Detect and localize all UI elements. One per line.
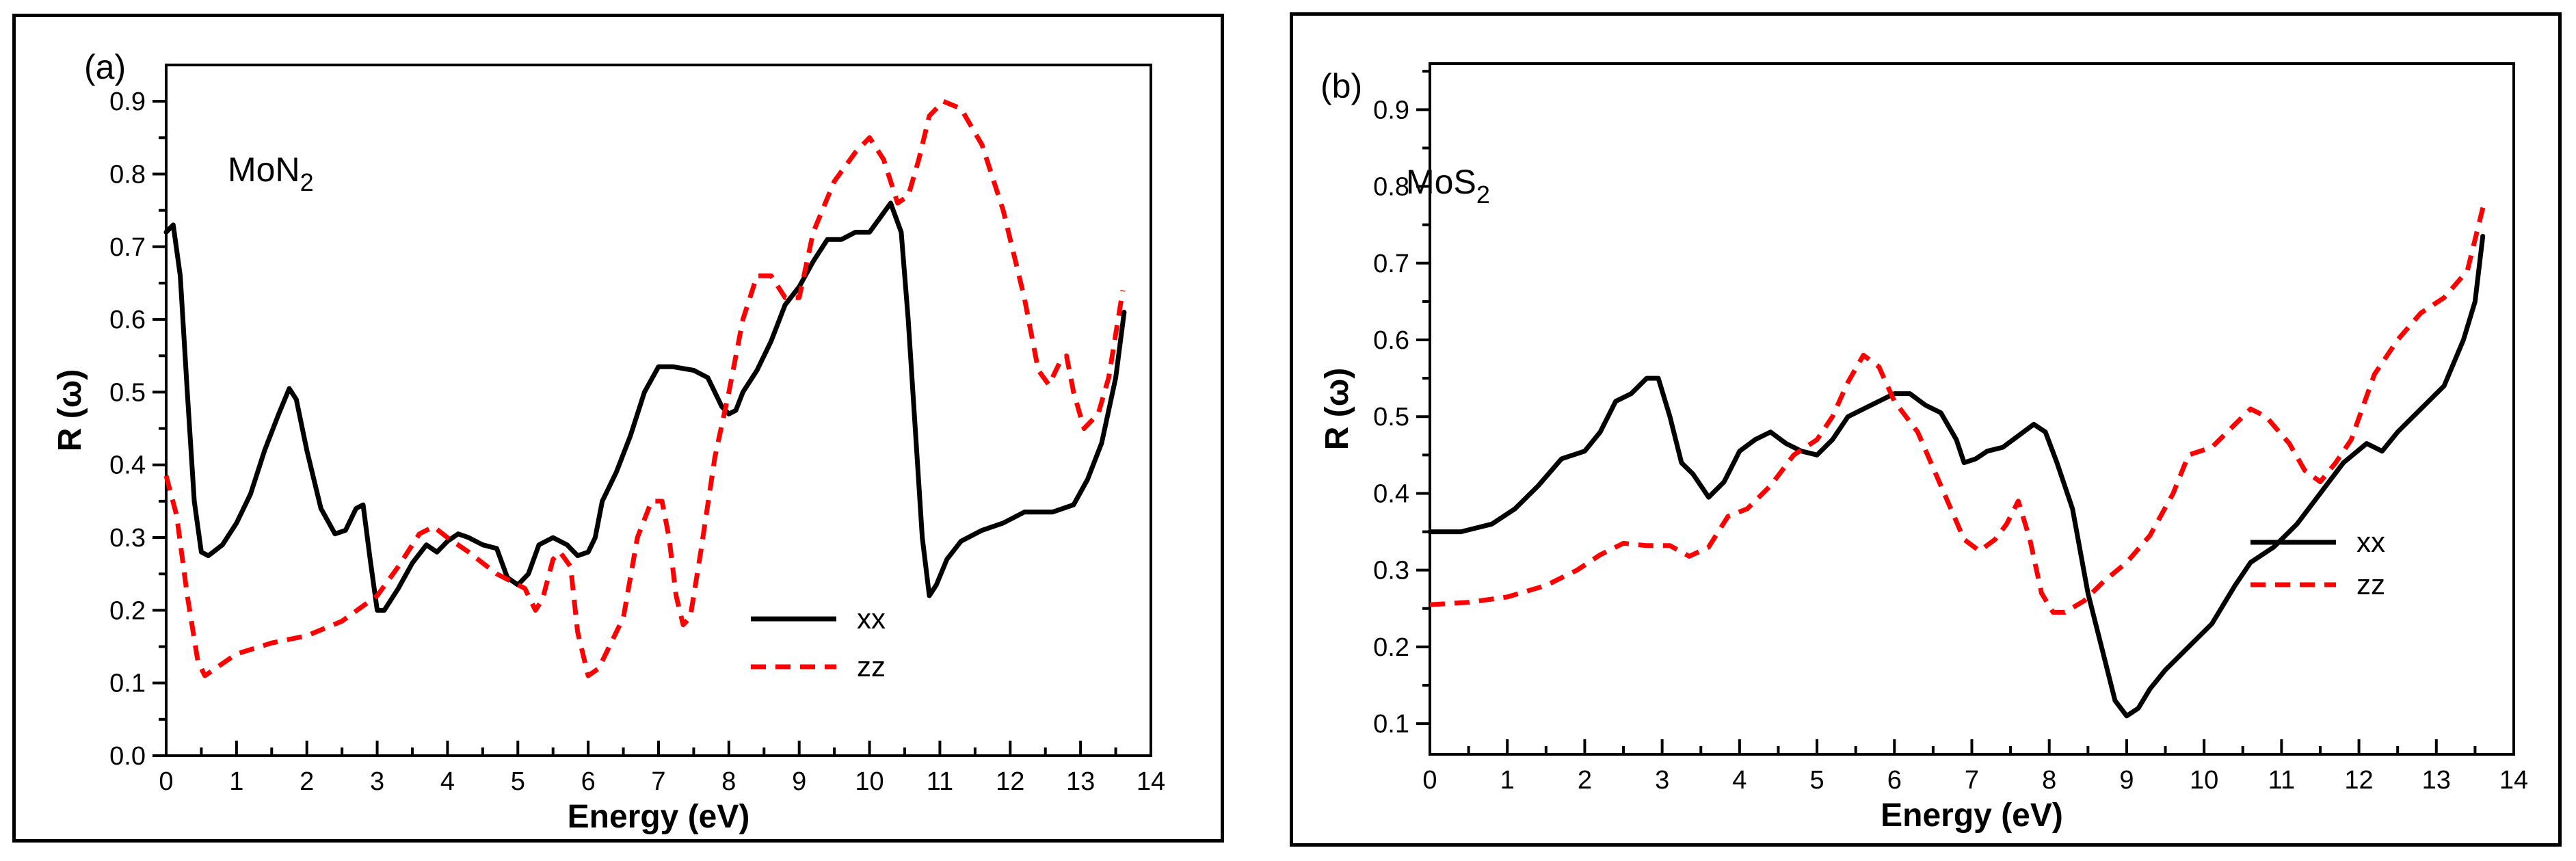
chart-a-svg: 0 1 2 3 4 5 6 7 8 9 10 11 12 13 140.00.10.20.30.40.50.… (52, 48, 1165, 835)
legend-label-xx: xx (2356, 526, 2385, 558)
x-tick-label: 13 (2422, 766, 2451, 795)
x-tick-label: 11 (2268, 766, 2295, 795)
y-axis-title: R (ω) (52, 369, 88, 452)
x-tick-label: 5 (1810, 766, 1824, 795)
compound-label: MoN2 (228, 150, 314, 196)
x-tick-label: 6 (581, 767, 596, 796)
compound-label: MoS2 (1406, 163, 1490, 209)
plot-frame (1429, 62, 2515, 756)
x-tick-label: 4 (1732, 766, 1747, 795)
y-tick-label: 0.6 (109, 306, 146, 334)
x-tick-label: 12 (996, 767, 1024, 796)
y-tick-label: 0.4 (1373, 479, 1409, 508)
chart-panel-b: 0 1 2 3 4 5 6 7 8 9 10 11 12 13 14 0.1 0.2 0.3 0.4 0.5 0.6 0.… (1290, 12, 2562, 847)
y-tick-label: 0.5 (109, 378, 146, 407)
x-axis-title: Energy (eV) (568, 799, 750, 835)
y-axis-title: R (ω) (1319, 368, 1355, 451)
legend-label-xx: xx (857, 602, 886, 635)
y-tick-label: 0.7 (109, 233, 146, 262)
x-tick-label: 0 (159, 767, 173, 796)
compound-base: MoN (228, 150, 300, 189)
y-tick-label: 0.3 (1373, 557, 1409, 585)
panel-label: (a) (84, 48, 126, 86)
x-tick-label: 8 (2042, 766, 2056, 795)
x-tick-label: 6 (1887, 766, 1902, 795)
x-tick-label: 12 (2344, 766, 2373, 795)
x-tick-label: 10 (2190, 766, 2218, 795)
y-tick-label: 0.3 (109, 524, 146, 553)
chart-panel-a: 0 1 2 3 4 5 6 7 8 9 10 11 12 13 14 0.0 0.1 0.2 0.3 0.4 0.5 0.… (12, 14, 1224, 843)
x-tick-label: 10 (855, 767, 884, 796)
x-tick-label: 1 (229, 767, 243, 796)
y-tick-label: 0.6 (1373, 326, 1409, 355)
plot-frame (165, 64, 1152, 757)
y-tick-label: 0.5 (1373, 403, 1409, 432)
x-tick-label: 2 (300, 767, 314, 796)
compound-base: MoS (1406, 163, 1476, 201)
series-line-xx (1427, 234, 2486, 719)
x-tick-label: 3 (370, 767, 384, 796)
legend-label-zz: zz (857, 650, 886, 683)
y-tick-label: 0.8 (109, 160, 146, 189)
x-tick-label: 13 (1066, 767, 1095, 796)
legend-label-zz: zz (2356, 568, 2385, 600)
y-tick-label: 0.2 (1373, 633, 1409, 662)
x-tick-label: 2 (1578, 766, 1592, 795)
x-axis-title: Energy (eV) (1881, 797, 2063, 834)
y-tick-label: 0.8 (1373, 173, 1409, 202)
x-tick-label: 1 (1500, 766, 1515, 795)
y-tick-label: 0.0 (109, 742, 146, 771)
chart-b-svg: 0 1 2 3 4 5 6 7 8 9 10 11 12 13 140.10.20.30.40.50.60.… (1319, 62, 2528, 834)
y-tick-label: 0.4 (109, 451, 146, 480)
x-tick-label: 3 (1655, 766, 1669, 795)
series-line-zz (1429, 201, 2487, 615)
compound-subscript: 2 (300, 168, 314, 196)
panel-label: (b) (1320, 67, 1362, 105)
y-tick-label: 0.9 (109, 88, 146, 116)
series-line-xx (163, 200, 1127, 613)
y-tick-label: 0.1 (109, 670, 146, 698)
x-tick-label: 7 (651, 767, 665, 796)
y-tick-label: 0.2 (109, 596, 146, 625)
x-tick-label: 14 (2499, 766, 2528, 795)
series-line-zz (163, 98, 1126, 678)
x-tick-label: 9 (792, 767, 806, 796)
x-tick-label: 5 (511, 767, 525, 796)
y-tick-label: 0.9 (1373, 96, 1409, 124)
x-tick-label: 14 (1137, 767, 1165, 796)
x-tick-label: 11 (927, 767, 953, 796)
y-tick-label: 0.1 (1373, 710, 1409, 739)
x-tick-label: 8 (721, 767, 736, 796)
x-tick-label: 7 (1965, 766, 1979, 795)
compound-subscript: 2 (1476, 181, 1490, 209)
y-tick-label: 0.7 (1373, 250, 1409, 278)
x-tick-label: 9 (2119, 766, 2134, 795)
x-tick-label: 4 (440, 767, 455, 796)
x-tick-label: 0 (1422, 766, 1437, 795)
